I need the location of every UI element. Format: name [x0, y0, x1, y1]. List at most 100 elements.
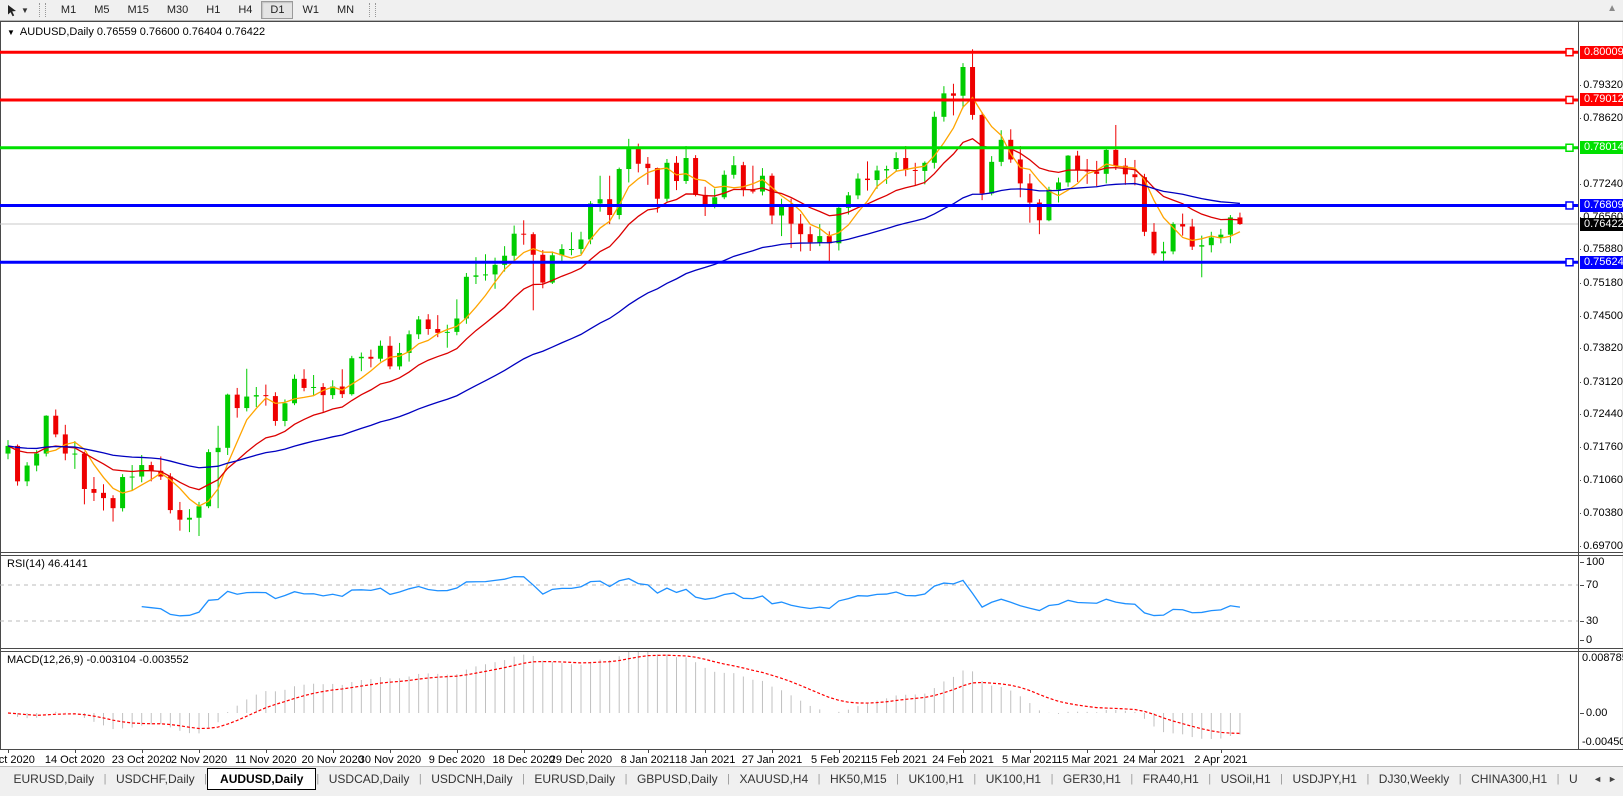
date-axis-label: 2 Apr 2021 [1194, 754, 1248, 766]
axis-tick-dash [1580, 84, 1582, 86]
axis-tick-dash [1580, 283, 1582, 284]
chart-shift-marker[interactable]: ▲ [1607, 3, 1617, 14]
axis-tick-dash [1580, 348, 1582, 350]
chart-tab-fra40-h1[interactable]: FRA40,H1 [1142, 772, 1199, 786]
main-price-chart[interactable] [0, 22, 1578, 552]
date-axis-label: 15 Feb 2021 [865, 754, 928, 766]
toolbar-grip-end[interactable] [369, 3, 377, 17]
date-axis-tick [1220, 750, 1222, 753]
candle-body [521, 233, 527, 235]
hline-price-label: 0.79012 [1580, 93, 1623, 107]
timeframe-button-m30[interactable]: M30 [166, 4, 189, 16]
tab-scroll-arrows: ◄ ► [1587, 774, 1623, 784]
date-axis-label: 30 Nov 2020 [358, 754, 422, 766]
hline-price-label: 0.78014 [1580, 141, 1623, 155]
chart-tab-hk50-m15[interactable]: HK50,M15 [829, 772, 887, 786]
hline-handle[interactable] [1565, 95, 1574, 105]
cursor-dropdown-caret[interactable]: ▼ [21, 5, 29, 15]
candle-body [607, 199, 613, 216]
toolbar-grip[interactable] [38, 3, 46, 17]
timeframe-button-h4[interactable]: H4 [238, 4, 253, 16]
rsi-top-border [0, 555, 1623, 556]
chart-tab-eurusd-daily[interactable]: EURUSD,Daily [534, 772, 616, 786]
candle-body [884, 169, 890, 171]
axis-tick-dash [1580, 712, 1584, 714]
candle-body [530, 234, 536, 255]
candle-body [282, 403, 288, 421]
chart-tab-xauusd-h4[interactable]: XAUUSD,H4 [739, 772, 809, 786]
price-axis-tick: 0.72440 [1580, 408, 1623, 421]
candle-body [1065, 155, 1071, 183]
candle-body [292, 378, 297, 404]
tab-separator: | [418, 773, 422, 785]
chart-tab-audusd-daily[interactable]: AUDUSD,Daily [207, 768, 317, 790]
timeframe-button-h1[interactable]: H1 [206, 4, 221, 16]
date-axis-label: 27 Jan 2021 [741, 754, 803, 766]
date-axis-label: 2 Nov 2020 [170, 754, 228, 766]
candle-body [406, 334, 412, 353]
date-axis-label: 24 Feb 2021 [932, 754, 994, 766]
chart-tab-dj30-weekly[interactable]: DJ30,Weekly [1378, 772, 1450, 786]
price-axis-tick: 0.71760 [1580, 441, 1623, 454]
timeframe-button-w1[interactable]: W1 [302, 4, 319, 16]
candle-body [1027, 183, 1033, 203]
chart-tab-usdcad-daily[interactable]: USDCAD,Daily [328, 772, 410, 786]
candle-body [225, 394, 231, 448]
tab-scroll-right-arrow[interactable]: ► [1608, 774, 1617, 784]
rsi-indicator-chart[interactable] [0, 556, 1578, 648]
axis-tick-dash [1580, 512, 1582, 514]
timeframe-button-d1[interactable]: D1 [261, 1, 294, 19]
timeframe-button-m5[interactable]: M5 [94, 4, 110, 16]
date-axis-label: 15 Mar 2021 [1056, 754, 1119, 766]
candle-body [253, 395, 259, 397]
candle-body [693, 158, 699, 195]
chart-tab-eurusd-daily[interactable]: EURUSD,Daily [13, 772, 95, 786]
crosshair-cursor-icon[interactable] [4, 3, 20, 17]
chart-tab-uk100-h1[interactable]: UK100,H1 [985, 772, 1042, 786]
candle-body [931, 116, 937, 163]
hline-handle[interactable] [1565, 143, 1574, 153]
date-axis-tick [1087, 750, 1089, 753]
chart-tab-u[interactable]: U [1568, 772, 1578, 786]
chart-objects-caret[interactable]: ▼ [7, 27, 15, 37]
tab-separator: | [727, 773, 730, 785]
timeframe-button-m15[interactable]: M15 [127, 4, 149, 16]
candle-body [196, 506, 202, 518]
candles [5, 49, 1243, 536]
main-bottom-border [0, 552, 1623, 553]
chart-tab-china300-h1[interactable]: CHINA300,H1 [1471, 772, 1548, 786]
hline-price-label: 0.80009 [1580, 45, 1623, 59]
candle-body [91, 489, 97, 493]
date-axis-label: 18 Jan 2021 [674, 754, 736, 766]
chart-tab-gbpusd-daily[interactable]: GBPUSD,Daily [636, 772, 718, 786]
chart-top-border [0, 21, 1623, 22]
hline-handle[interactable] [1565, 201, 1574, 210]
candle-body [836, 207, 842, 244]
date-axis-tick [581, 750, 582, 753]
hline-handle[interactable] [1565, 257, 1574, 267]
candle-body [568, 249, 574, 251]
candle-body [177, 510, 183, 520]
timeframe-button-m1[interactable]: M1 [60, 4, 77, 16]
hline-handle[interactable] [1565, 47, 1574, 57]
macd-indicator-chart[interactable] [0, 652, 1578, 749]
chart-tab-usdcnh-daily[interactable]: USDCNH,Daily [431, 772, 513, 786]
chart-tab-ger30-h1[interactable]: GER30,H1 [1062, 772, 1121, 786]
tab-scroll-left-arrow[interactable]: ◄ [1593, 774, 1603, 784]
chart-tab-bar: EURUSD,Daily | USDCHF,Daily | AUDUSD,Daily | U… [0, 766, 1623, 791]
price-axis-tick: 0.74500 [1580, 310, 1623, 323]
timeframe-button-mn[interactable]: MN [336, 4, 355, 16]
chart-tab-uk100-h1[interactable]: UK100,H1 [908, 772, 964, 786]
candle-body [330, 386, 336, 396]
chart-tab-usoil-h1[interactable]: USOil,H1 [1220, 772, 1271, 786]
chart-tab-usdjpy-h1[interactable]: USDJPY,H1 [1292, 772, 1357, 786]
candle-body [1017, 159, 1023, 184]
candle-body [941, 93, 947, 117]
tab-separator: | [624, 773, 628, 785]
chart-tab-usdchf-daily[interactable]: USDCHF,Daily [116, 772, 195, 786]
candle-body [616, 169, 622, 216]
candle-body [855, 178, 861, 196]
candle-body [368, 356, 374, 359]
date-axis-tick [1154, 750, 1155, 753]
